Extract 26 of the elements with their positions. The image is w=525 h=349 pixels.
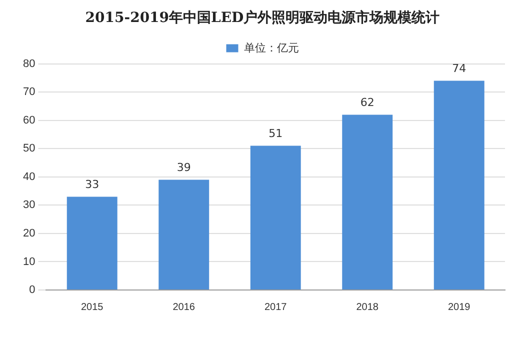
y-tick-label: 0 xyxy=(29,284,36,296)
y-tick-label: 70 xyxy=(22,86,36,98)
bar xyxy=(342,114,393,290)
data-label: 51 xyxy=(268,127,283,140)
legend-label: 单位：亿元 xyxy=(244,41,299,54)
x-tick-label: 2015 xyxy=(80,302,104,313)
bar xyxy=(158,180,210,290)
data-label: 33 xyxy=(85,178,100,192)
x-tick-label: 2017 xyxy=(264,302,288,313)
chart-title: 2015-2019年中国LED户外照明驱动电源市场规模统计 xyxy=(85,9,440,26)
y-tick-label: 80 xyxy=(22,58,36,70)
x-tick-label: 2019 xyxy=(448,302,471,313)
y-tick-label: 20 xyxy=(22,227,36,240)
y-tick-label: 40 xyxy=(22,170,36,183)
bar xyxy=(434,80,484,290)
x-tick-label: 2016 xyxy=(172,302,196,313)
data-label: 74 xyxy=(452,62,466,76)
y-tick-label: 50 xyxy=(22,142,36,155)
data-label: 39 xyxy=(176,161,191,174)
y-tick-label: 10 xyxy=(22,256,36,268)
bar xyxy=(250,146,301,290)
data-label: 62 xyxy=(360,96,374,110)
y-tick-label: 30 xyxy=(22,199,36,212)
y-tick-label: 60 xyxy=(22,114,36,126)
bar xyxy=(66,196,118,290)
x-tick-label: 2018 xyxy=(356,302,379,313)
